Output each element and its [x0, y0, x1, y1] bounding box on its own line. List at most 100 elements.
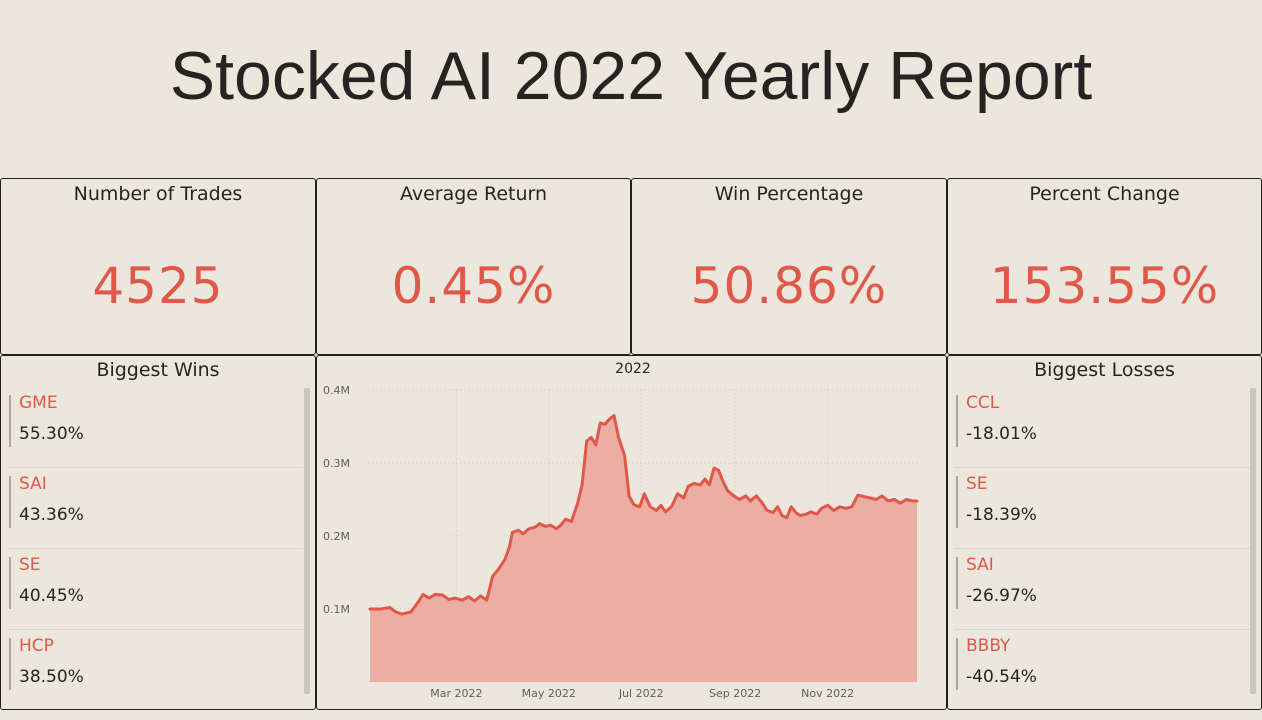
y-tick-label: 0.4M: [323, 384, 350, 397]
data-point: [643, 492, 646, 495]
data-point: [794, 511, 797, 514]
data-point: [809, 510, 813, 514]
data-point: [409, 610, 413, 614]
list-item[interactable]: CCL -18.01%: [954, 387, 1250, 468]
x-tick-label: May 2022: [522, 687, 576, 700]
data-point: [838, 505, 841, 508]
data-point: [503, 558, 507, 561]
data-point: [844, 507, 847, 510]
data-point: [576, 502, 579, 505]
data-point: [687, 485, 690, 488]
data-point: [790, 505, 793, 508]
list-item[interactable]: SAI -26.97%: [954, 549, 1250, 630]
data-point: [434, 593, 437, 596]
y-tick-label: 0.2M: [323, 530, 350, 543]
data-point: [570, 520, 573, 523]
item-accent-bar: [9, 395, 11, 447]
data-point: [880, 494, 884, 498]
data-point: [559, 523, 563, 527]
item-ticker: CCL: [966, 393, 1000, 413]
data-point: [479, 594, 482, 598]
item-ticker: SE: [19, 555, 41, 575]
list-item[interactable]: BBBY -40.54%: [954, 630, 1250, 711]
data-point: [815, 512, 819, 516]
kpi-label: Average Return: [399, 183, 548, 205]
report-title: Stocked AI 2022 Yearly Report: [169, 38, 1093, 114]
data-point: [659, 504, 663, 507]
x-tick-label: Sep 2022: [709, 687, 761, 700]
data-point: [447, 598, 450, 601]
chart-card: 2022 0.1M 0.2M 0.3M 0.4M Mar 2022 May 2022 Ju…: [316, 355, 947, 710]
data-point: [732, 494, 735, 498]
data-point: [603, 423, 607, 426]
data-point: [521, 532, 525, 535]
item-accent-bar: [956, 557, 958, 609]
kpi-card-number-of-trades: Number of Trades 4525: [0, 178, 316, 355]
data-point: [712, 466, 716, 470]
data-point: [599, 421, 602, 425]
data-point: [400, 612, 403, 616]
data-point: [911, 499, 914, 503]
data-point: [721, 480, 725, 483]
list-item[interactable]: SE -18.39%: [954, 468, 1250, 549]
item-percent: -18.39%: [966, 505, 1037, 525]
data-point: [805, 512, 808, 516]
data-point: [497, 567, 500, 571]
data-point: [421, 593, 425, 596]
item-ticker: SAI: [966, 555, 994, 575]
data-point: [744, 494, 747, 498]
item-accent-bar: [9, 638, 11, 690]
data-point: [417, 600, 420, 603]
data-point: [708, 483, 711, 487]
list-item[interactable]: GME 55.30%: [7, 387, 303, 468]
data-point: [441, 593, 444, 597]
item-accent-bar: [956, 476, 958, 528]
list-item[interactable]: HCP 38.50%: [7, 630, 303, 711]
data-point: [473, 599, 476, 603]
data-point: [511, 531, 514, 534]
data-point: [832, 509, 835, 512]
data-point: [761, 502, 764, 505]
data-point: [534, 526, 537, 529]
kpi-card-average-return: Average Return 0.45%: [316, 178, 631, 355]
kpi-label: Number of Trades: [73, 183, 243, 205]
item-percent: 40.45%: [19, 586, 84, 606]
data-point: [726, 489, 729, 492]
list-item[interactable]: SAI 43.36%: [7, 468, 303, 549]
data-point: [590, 436, 593, 439]
series-area: [370, 415, 917, 682]
line-area-chart: 2022 0.1M 0.2M 0.3M 0.4M Mar 2022 May 2022 Ju…: [323, 361, 919, 700]
biggest-wins-scrollbar[interactable]: [304, 388, 310, 694]
biggest-losses-scrollbar[interactable]: [1250, 388, 1256, 694]
data-point: [905, 498, 908, 501]
data-point: [594, 443, 597, 446]
data-point: [785, 516, 788, 519]
data-point: [780, 514, 784, 517]
data-point: [368, 607, 372, 611]
chart-title: 2022: [615, 361, 651, 377]
data-point: [749, 499, 752, 503]
data-point: [893, 498, 896, 501]
data-point: [427, 596, 431, 600]
item-percent: 55.30%: [19, 424, 84, 444]
biggest-losses-title: Biggest Losses: [1034, 359, 1175, 381]
data-point: [491, 575, 494, 578]
data-point: [899, 502, 902, 505]
data-point: [508, 545, 511, 549]
data-point: [585, 439, 588, 443]
data-point: [467, 595, 470, 598]
kpi-value: 153.55%: [989, 257, 1220, 315]
data-point: [612, 414, 616, 417]
data-point: [623, 454, 626, 457]
x-tick-label: Jul 2022: [618, 687, 664, 700]
data-point: [755, 494, 758, 498]
biggest-losses-list: CCL -18.01% SE -18.39% SAI -26.97% BBBY …: [954, 387, 1250, 711]
data-point: [461, 599, 464, 602]
item-ticker: GME: [19, 393, 58, 413]
item-percent: -18.01%: [966, 424, 1037, 444]
data-point: [862, 495, 866, 498]
data-point: [682, 496, 685, 500]
biggest-wins-title: Biggest Wins: [96, 359, 220, 381]
list-item[interactable]: SE 40.45%: [7, 549, 303, 630]
data-point: [915, 499, 919, 503]
